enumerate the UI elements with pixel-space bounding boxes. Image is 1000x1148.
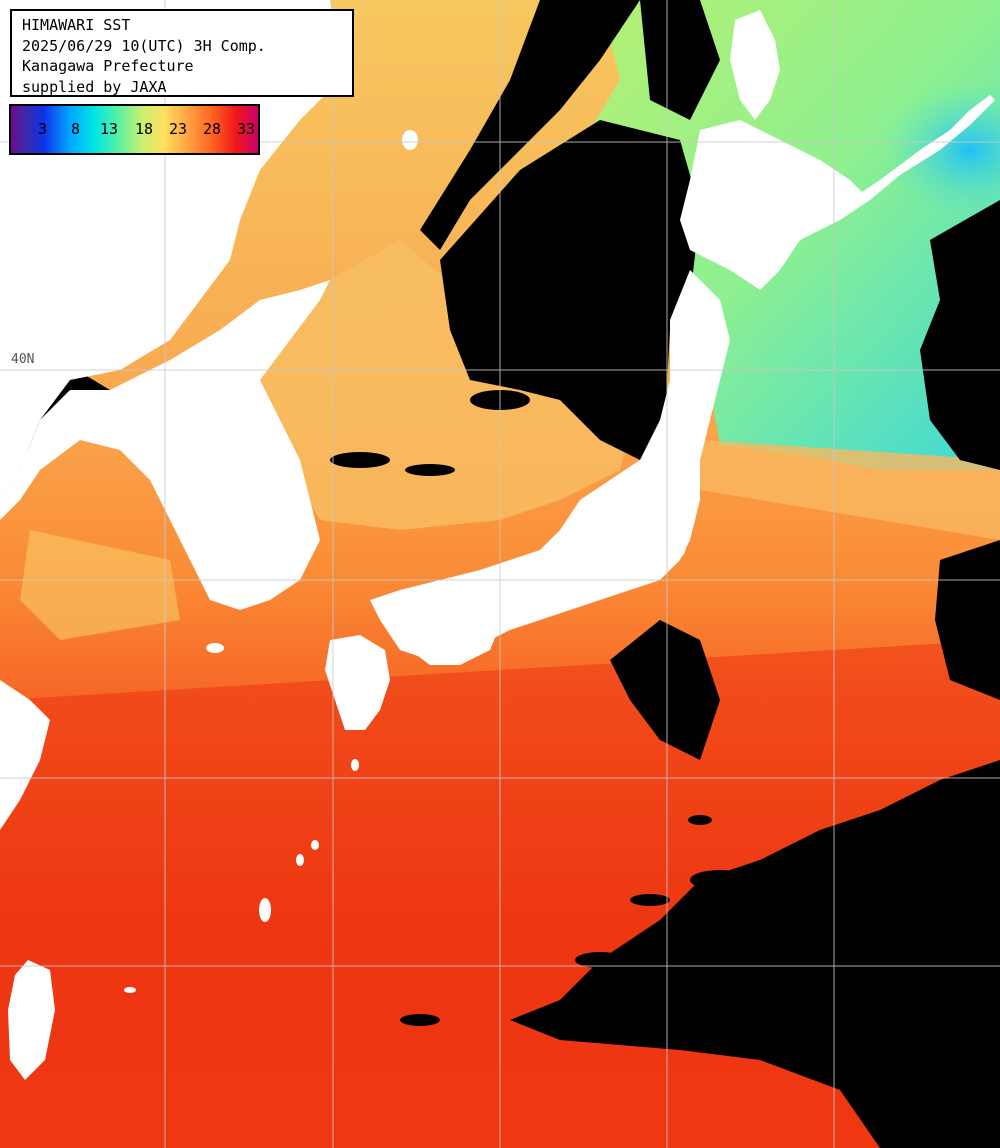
cloud-mass-pacific — [510, 760, 1000, 1148]
latitude-label-40n: 40N — [11, 352, 35, 367]
land-shikoku — [410, 615, 500, 665]
temperature-color-scale: 3 8 13 18 23 28 33 — [9, 104, 260, 155]
cloud-specks — [330, 348, 990, 1026]
land-china-coast — [0, 680, 50, 830]
yellow-sea — [20, 530, 180, 640]
scale-label-18: 18 — [135, 120, 154, 138]
land-hokkaido — [680, 120, 870, 290]
scale-label-13: 13 — [100, 120, 119, 138]
map-region: Kanagawa Prefecture — [22, 57, 194, 75]
scale-label-33: 33 — [237, 120, 256, 138]
cloud-mass-sea-of-japan — [440, 120, 700, 460]
map-title: HIMAWARI SST — [22, 16, 131, 34]
map-timestamp: 2025/06/29 10(UTC) 3H Comp. — [22, 36, 266, 55]
scale-label-23: 23 — [169, 120, 188, 138]
cloud-mass-northeast — [920, 200, 1000, 470]
cloud-mass-manchuria — [420, 0, 640, 250]
scale-label-8: 8 — [71, 120, 81, 138]
land-kyushu — [325, 635, 390, 730]
map-credit: supplied by JAXA — [22, 77, 167, 96]
info-panel: HIMAWARI SST 2025/06/29 10(UTC) 3H Comp.… — [10, 9, 354, 97]
land-honshu — [370, 270, 730, 660]
scale-label-28: 28 — [203, 120, 222, 138]
land-kuril-islands — [850, 95, 995, 200]
scale-label-3: 3 — [38, 120, 48, 138]
cloud-patch-far-north — [640, 0, 720, 120]
land-small-islands — [124, 130, 686, 993]
cloud-patch-southeast — [610, 620, 720, 760]
land-taiwan — [8, 960, 55, 1080]
land-sakhalin — [730, 10, 780, 120]
mild-sea-band — [700, 440, 1000, 540]
